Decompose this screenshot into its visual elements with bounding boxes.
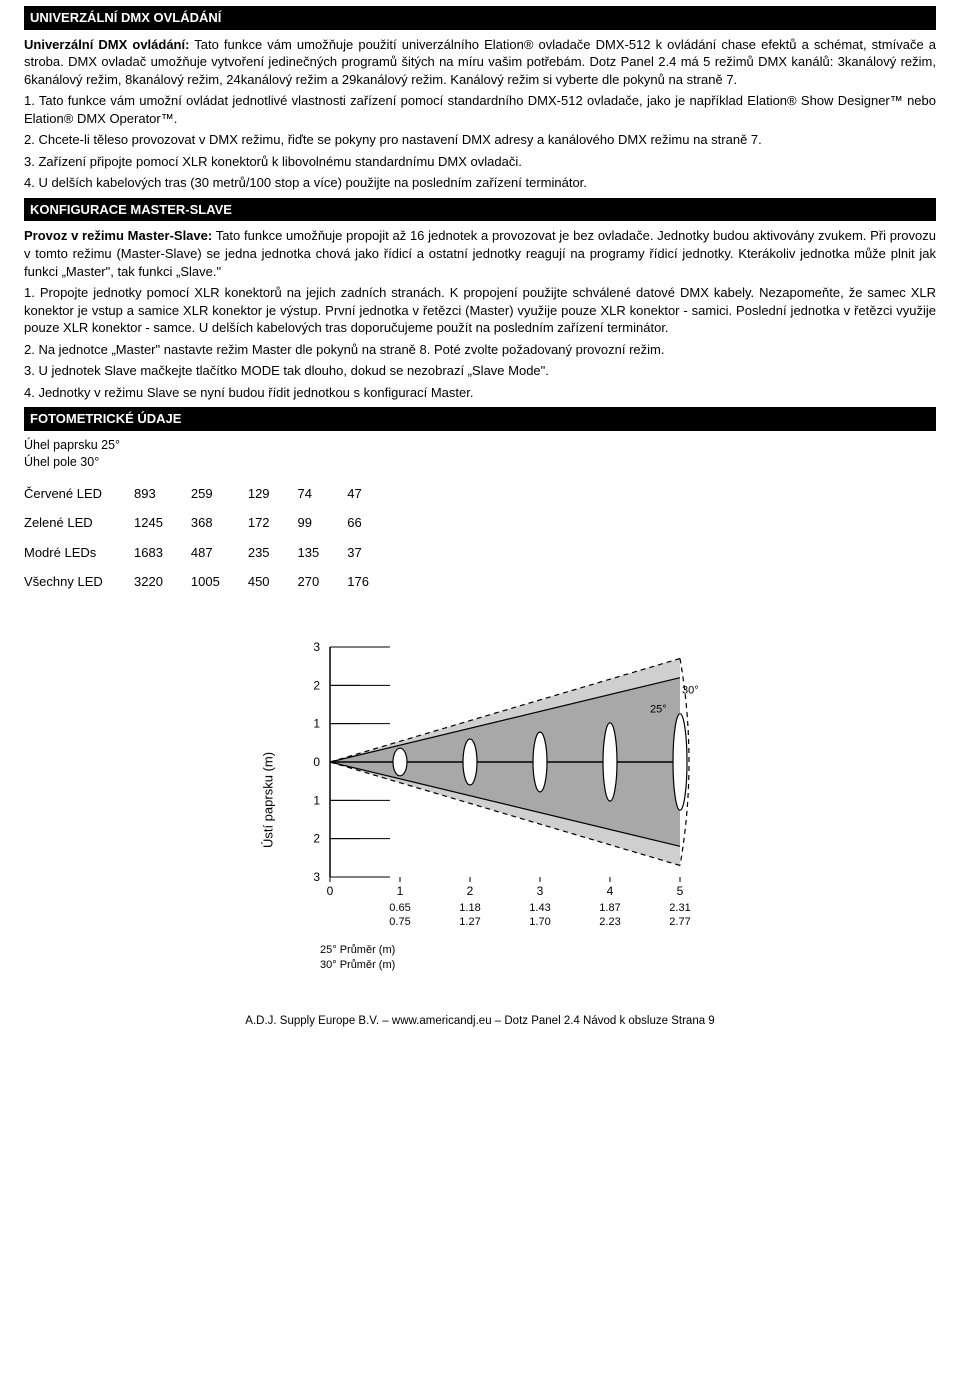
table-cell: 259 bbox=[191, 479, 248, 509]
svg-text:4: 4 bbox=[607, 884, 614, 898]
svg-text:1.18: 1.18 bbox=[459, 902, 480, 914]
table-cell: 37 bbox=[347, 538, 397, 568]
svg-text:0: 0 bbox=[313, 755, 320, 769]
svg-text:2: 2 bbox=[467, 884, 474, 898]
table-cell: 176 bbox=[347, 567, 397, 597]
table-row: Všechny LED32201005450270176 bbox=[24, 567, 397, 597]
ms-paragraph-2: 1. Propojte jednotky pomocí XLR konektor… bbox=[24, 284, 936, 337]
photometric-table: Červené LED8932591297447Zelené LED124536… bbox=[24, 479, 936, 597]
svg-text:2.77: 2.77 bbox=[669, 916, 690, 928]
svg-text:3: 3 bbox=[313, 640, 320, 654]
svg-text:25°: 25° bbox=[650, 704, 667, 716]
ms-p1-lead: Provoz v režimu Master-Slave: bbox=[24, 228, 212, 243]
table-cell: 47 bbox=[347, 479, 397, 509]
svg-text:2.31: 2.31 bbox=[669, 902, 690, 914]
svg-text:2: 2 bbox=[313, 832, 320, 846]
legend-30-label: 30° Průměr (m) bbox=[320, 959, 395, 971]
table-cell: 99 bbox=[298, 508, 348, 538]
table-cell: 1005 bbox=[191, 567, 248, 597]
section-header-dmx: UNIVERZÁLNÍ DMX OVLÁDÁNÍ bbox=[24, 6, 936, 30]
svg-text:0.65: 0.65 bbox=[389, 902, 410, 914]
table-cell: 235 bbox=[248, 538, 298, 568]
table-cell: 135 bbox=[298, 538, 348, 568]
dmx-paragraph-2: 1. Tato funkce vám umožní ovládat jednot… bbox=[24, 92, 936, 127]
section-header-photometric: FOTOMETRICKÉ ÚDAJE bbox=[24, 407, 936, 431]
beam-diagram: Ústí paprsku (m) 321012301234525°30°0.65… bbox=[230, 627, 730, 974]
table-cell: 270 bbox=[298, 567, 348, 597]
field-angle-label: Úhel pole 30° bbox=[24, 454, 936, 471]
svg-text:2.23: 2.23 bbox=[599, 916, 620, 928]
table-row-label: Všechny LED bbox=[24, 567, 134, 597]
legend-25-label: 25° Průměr (m) bbox=[320, 944, 395, 956]
table-cell: 66 bbox=[347, 508, 397, 538]
dmx-paragraph-4: 3. Zařízení připojte pomocí XLR konektor… bbox=[24, 153, 936, 171]
table-row: Červené LED8932591297447 bbox=[24, 479, 397, 509]
svg-text:30°: 30° bbox=[682, 684, 699, 696]
table-cell: 893 bbox=[134, 479, 191, 509]
svg-text:3: 3 bbox=[313, 870, 320, 884]
dmx-paragraph-5: 4. U delších kabelových tras (30 metrů/1… bbox=[24, 174, 936, 192]
table-cell: 487 bbox=[191, 538, 248, 568]
diagram-legend: 25° Průměr (m) 30° Průměr (m) bbox=[320, 943, 730, 974]
svg-text:1.87: 1.87 bbox=[599, 902, 620, 914]
section-header-masterslave: KONFIGURACE MASTER-SLAVE bbox=[24, 198, 936, 222]
ms-paragraph-3: 2. Na jednotce „Master" nastavte režim M… bbox=[24, 341, 936, 359]
table-row: Zelené LED12453681729966 bbox=[24, 508, 397, 538]
svg-text:1: 1 bbox=[313, 717, 320, 731]
table-cell: 1683 bbox=[134, 538, 191, 568]
svg-text:0.75: 0.75 bbox=[389, 916, 410, 928]
table-row-label: Modré LEDs bbox=[24, 538, 134, 568]
svg-text:3: 3 bbox=[537, 884, 544, 898]
table-cell: 172 bbox=[248, 508, 298, 538]
table-cell: 368 bbox=[191, 508, 248, 538]
page-footer: A.D.J. Supply Europe B.V. – www.american… bbox=[24, 1014, 936, 1030]
dmx-paragraph-1: Univerzální DMX ovládání: Tato funkce vá… bbox=[24, 36, 936, 89]
table-cell: 74 bbox=[298, 479, 348, 509]
diagram-y-axis-label: Ústí paprsku (m) bbox=[259, 752, 277, 848]
ms-paragraph-1: Provoz v režimu Master-Slave: Tato funkc… bbox=[24, 227, 936, 280]
table-cell: 450 bbox=[248, 567, 298, 597]
ms-paragraph-4: 3. U jednotek Slave mačkejte tlačítko MO… bbox=[24, 362, 936, 380]
ms-paragraph-5: 4. Jednotky v režimu Slave se nyní budou… bbox=[24, 384, 936, 402]
svg-text:1: 1 bbox=[313, 793, 320, 807]
svg-text:0: 0 bbox=[327, 884, 334, 898]
dmx-paragraph-3: 2. Chcete-li těleso provozovat v DMX rež… bbox=[24, 131, 936, 149]
table-row: Modré LEDs168348723513537 bbox=[24, 538, 397, 568]
table-cell: 3220 bbox=[134, 567, 191, 597]
svg-text:5: 5 bbox=[677, 884, 684, 898]
dmx-p1-lead: Univerzální DMX ovládání: bbox=[24, 37, 189, 52]
svg-text:1.27: 1.27 bbox=[459, 916, 480, 928]
table-row-label: Červené LED bbox=[24, 479, 134, 509]
svg-text:1: 1 bbox=[397, 884, 404, 898]
table-cell: 129 bbox=[248, 479, 298, 509]
svg-text:1.70: 1.70 bbox=[529, 916, 550, 928]
beam-angle-label: Úhel paprsku 25° bbox=[24, 437, 936, 454]
table-row-label: Zelené LED bbox=[24, 508, 134, 538]
svg-text:1.43: 1.43 bbox=[529, 902, 550, 914]
beam-diagram-svg: 321012301234525°30°0.651.181.431.872.310… bbox=[260, 627, 700, 937]
svg-text:2: 2 bbox=[313, 678, 320, 692]
table-cell: 1245 bbox=[134, 508, 191, 538]
